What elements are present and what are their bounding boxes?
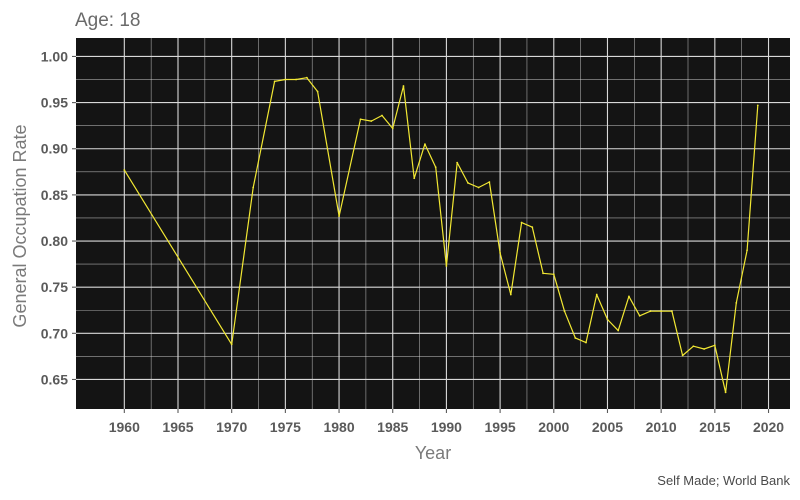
data-point [638, 314, 641, 317]
x-tick-label: 2015 [699, 419, 730, 435]
data-point [681, 354, 684, 357]
data-point [628, 295, 630, 298]
data-point [563, 310, 566, 313]
y-axis-title: General Occupation Rate [10, 124, 30, 327]
data-point [402, 85, 405, 87]
data-point [509, 293, 512, 296]
series-layer [123, 76, 759, 394]
data-point [552, 273, 555, 276]
x-tick-label: 1985 [377, 419, 408, 435]
data-point [456, 161, 459, 164]
data-point [273, 80, 276, 83]
x-axis-title: Year [415, 443, 451, 463]
grid [76, 38, 790, 409]
data-point [542, 272, 544, 275]
data-point [230, 343, 233, 346]
data-point [466, 181, 469, 184]
x-tick-label: 1975 [270, 419, 301, 435]
x-tick-label: 2005 [592, 419, 623, 435]
data-point [338, 215, 340, 218]
chart-title: Age: 18 [75, 10, 141, 31]
data-point [724, 391, 727, 394]
data-point [445, 265, 448, 267]
data-point [391, 127, 394, 130]
axes: 1960 1965 1970 1975 1980 1985 1990 1995 2000 2005… [41, 48, 785, 435]
x-tick-label: 1995 [485, 419, 516, 435]
data-point [123, 169, 126, 171]
x-tick-label: 1990 [431, 419, 462, 435]
data-point [606, 318, 609, 321]
data-point [520, 221, 523, 224]
y-tick-label: 0.75 [41, 279, 68, 295]
y-tick-label: 0.65 [41, 371, 68, 387]
data-point [424, 143, 426, 146]
data-point [252, 186, 255, 189]
x-tick-label: 1965 [162, 419, 193, 435]
x-tick-label: 1970 [216, 419, 247, 435]
data-point [488, 181, 491, 183]
caption: Self Made; World Bank [657, 473, 790, 488]
data-point [359, 118, 362, 121]
data-point [746, 249, 748, 252]
data-point [295, 78, 298, 81]
data-point [649, 310, 652, 313]
x-tick-label: 1980 [323, 419, 354, 435]
data-point [713, 344, 716, 347]
x-tick-label: 1960 [109, 419, 140, 435]
y-tick-label: 0.90 [41, 141, 68, 157]
data-point [381, 114, 383, 117]
data-point [585, 341, 587, 344]
data-point [574, 337, 577, 339]
data-point [692, 345, 695, 348]
x-tick-label: 2020 [753, 419, 784, 435]
data-point [413, 177, 416, 180]
data-point [284, 78, 287, 81]
data-point [316, 90, 319, 93]
y-tick-label: 0.95 [41, 95, 68, 111]
data-point [660, 310, 663, 313]
data-point [735, 301, 738, 304]
data-point [305, 76, 308, 79]
data-point [499, 252, 502, 254]
data-point [434, 166, 437, 169]
data-point [703, 348, 706, 350]
data-point [617, 329, 620, 332]
x-tick-label: 2000 [538, 419, 569, 435]
x-tick-label: 2010 [646, 419, 677, 435]
plot-panel [76, 38, 790, 409]
data-point [477, 186, 480, 189]
data-point [595, 293, 598, 296]
data-point [370, 120, 373, 122]
data-point [670, 310, 673, 313]
y-tick-label: 1.00 [41, 48, 68, 64]
y-tick-label: 0.80 [41, 233, 68, 249]
y-tick-label: 0.85 [41, 187, 68, 203]
data-point [531, 226, 534, 229]
data-point [756, 104, 759, 107]
y-tick-label: 0.70 [41, 325, 68, 341]
